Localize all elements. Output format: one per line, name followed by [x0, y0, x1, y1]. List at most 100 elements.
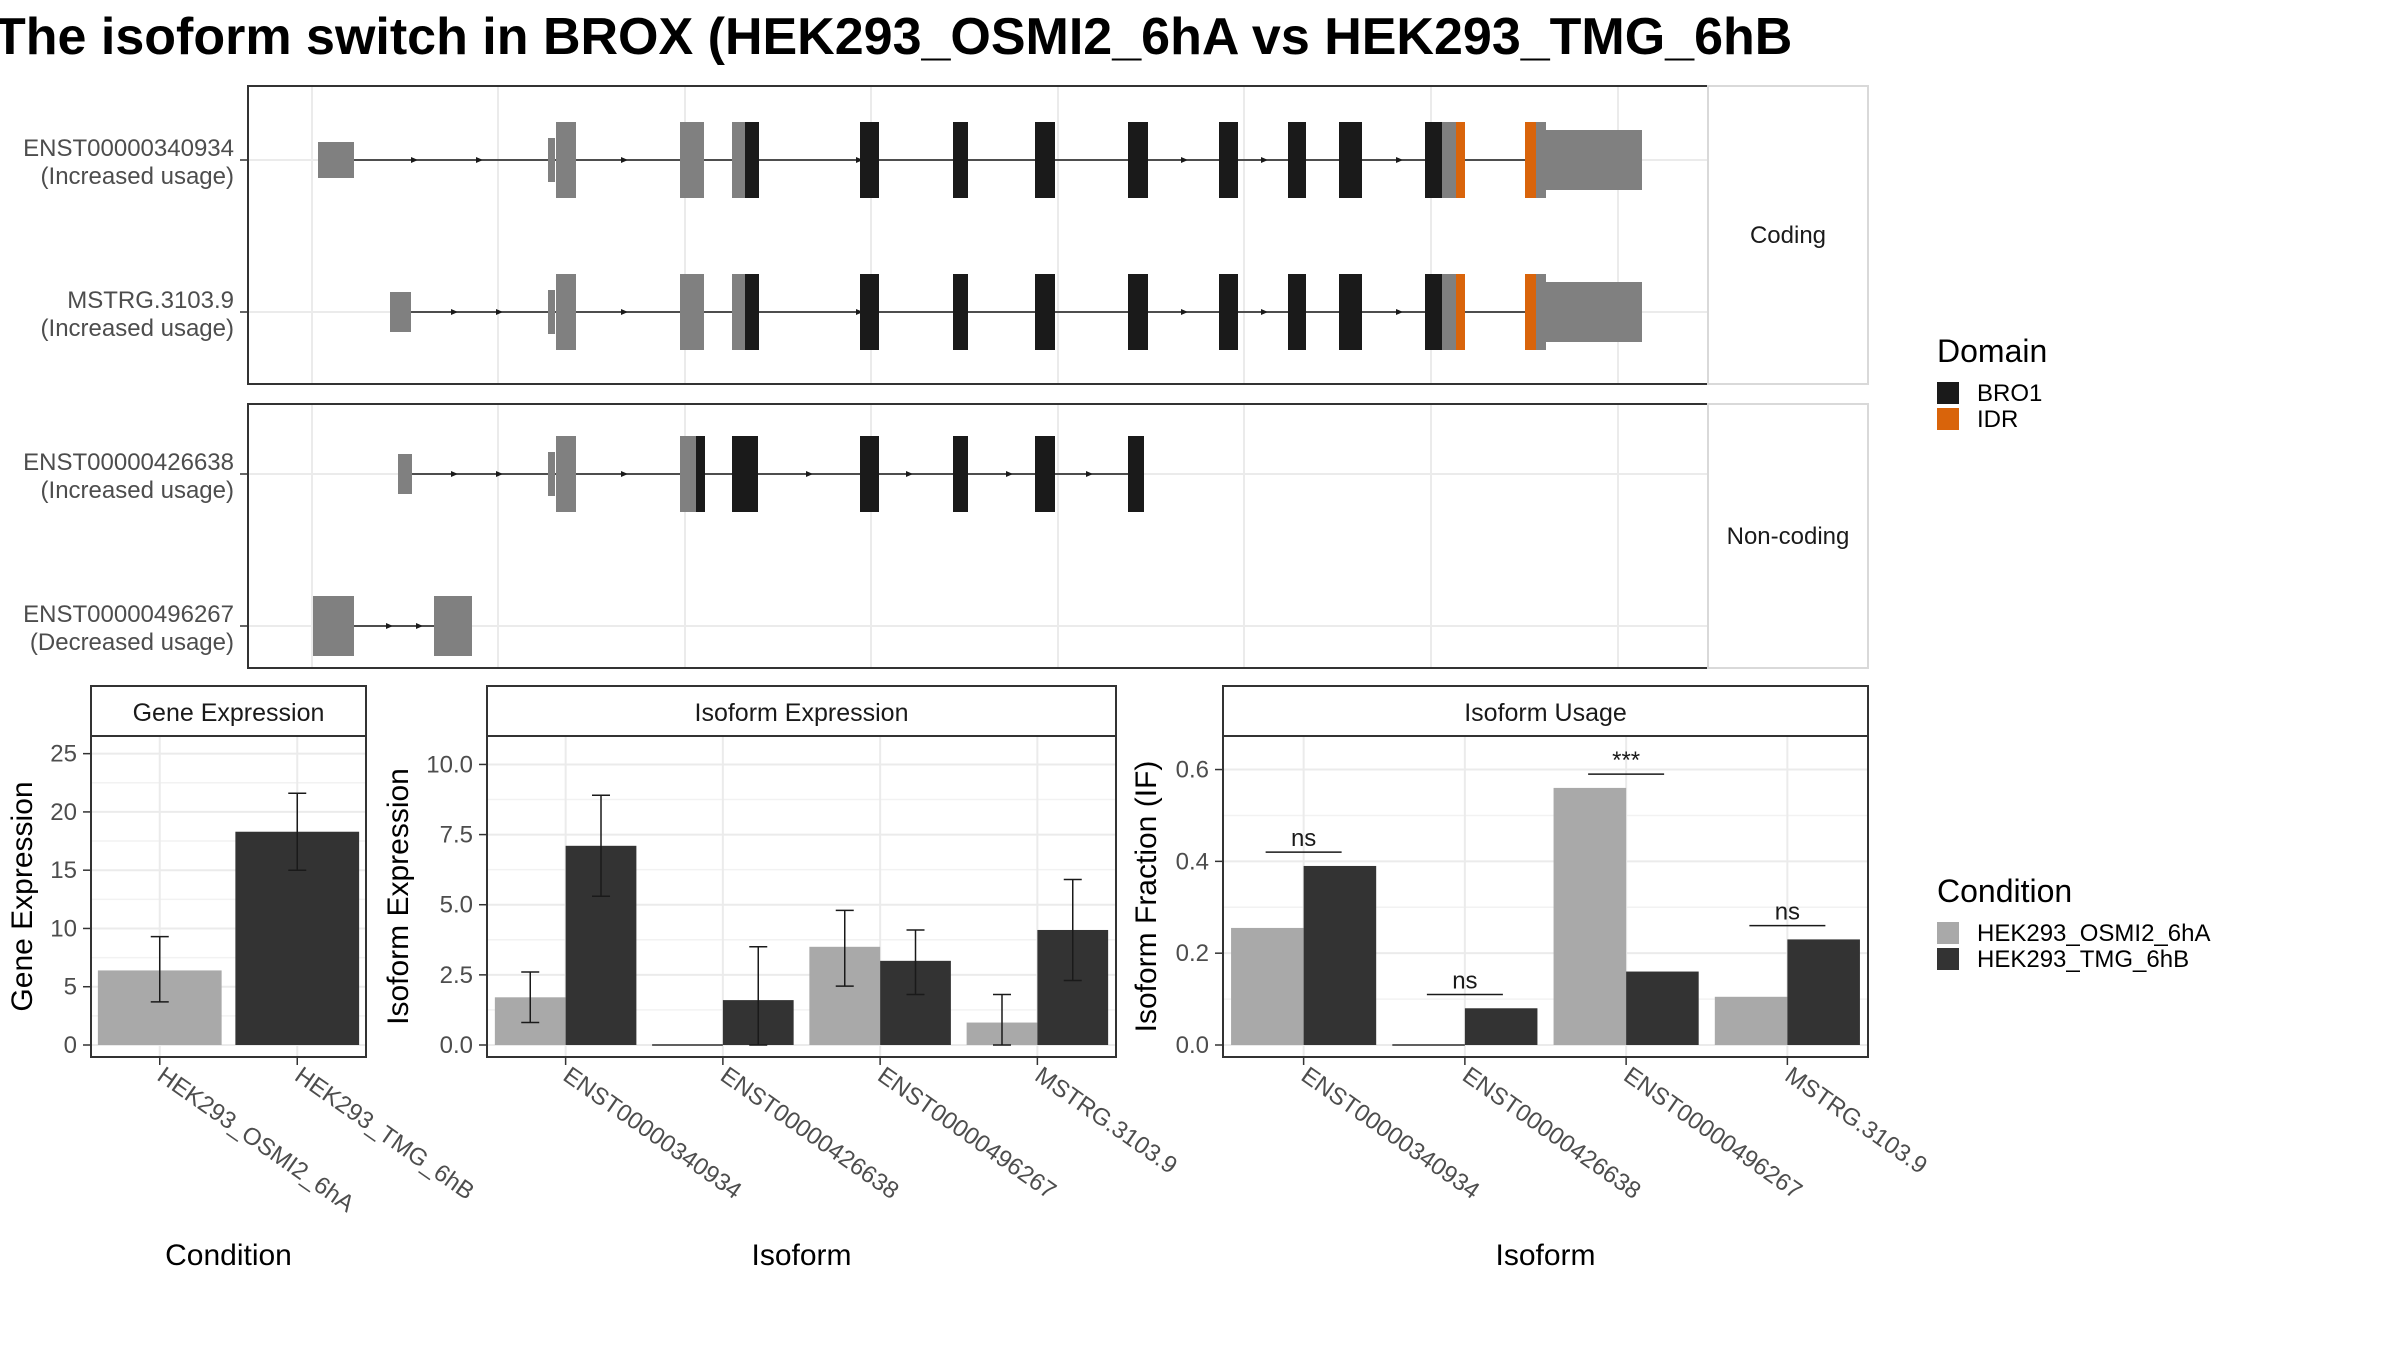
exon-block: [1442, 122, 1456, 198]
gene-expression-ytick-label: 15: [50, 857, 77, 884]
bro1-domain-exon: [860, 274, 879, 350]
bro1-domain-exon: [1425, 122, 1442, 198]
isoform-usage-bar: [1231, 927, 1304, 1045]
transcript-usage-label: (Increased usage): [41, 315, 234, 342]
isoform-usage-ytick-label: 0.4: [1176, 848, 1209, 875]
isoform-usage-ytick-label: 0.6: [1176, 757, 1209, 784]
exon-block: [390, 292, 411, 332]
gene-expression-strip: [90, 685, 367, 737]
strand-arrow: [621, 157, 628, 163]
exon-block: [398, 454, 412, 494]
exon-block: [313, 596, 354, 656]
isoform-usage-ytick-label: 0.0: [1176, 1032, 1209, 1059]
strand-arrow: [451, 309, 458, 315]
strand-arrow: [411, 157, 418, 163]
isoform-expression-ytick-label: 0.0: [440, 1032, 473, 1059]
gene-expression-ytick-label: 10: [50, 915, 77, 942]
bro1-domain-exon: [1339, 122, 1362, 198]
bro1-domain-exon: [1219, 274, 1238, 350]
condition-legend-key: [1937, 922, 1959, 944]
isoform-expression-xlabel: Isoform: [751, 1239, 851, 1272]
bro1-domain-exon: [1339, 274, 1362, 350]
isoform-usage-bar: [1464, 1008, 1538, 1045]
strand-arrow: [386, 623, 393, 629]
gene-expression-ytick-label: 5: [64, 974, 77, 1001]
isoform-expression-title: Isoform Expression: [695, 699, 909, 727]
facet-strip: [1707, 403, 1869, 669]
bro1-domain-exon: [1288, 274, 1306, 350]
isoform-usage-bar: [1626, 971, 1699, 1045]
transcript-label: ENST00000340934: [23, 135, 234, 162]
gene-expression-ylabel: Gene Expression: [6, 781, 39, 1011]
strand-arrow: [1396, 309, 1403, 315]
domain-legend-label: BRO1: [1977, 380, 2042, 407]
exon-block: [1536, 122, 1546, 198]
bro1-domain-exon: [1035, 436, 1055, 512]
strand-arrow: [621, 309, 628, 315]
isoform-usage-xtick-label: ENST00000340934: [1296, 1062, 1484, 1205]
exon-block: [556, 274, 576, 350]
structure-panel-bg: [248, 86, 1708, 384]
isoform-usage-bar: [1303, 865, 1377, 1045]
bro1-domain-exon: [953, 436, 968, 512]
exon-block: [318, 142, 354, 178]
isoform-usage-significance-label: ns: [1452, 968, 1477, 995]
strand-arrow: [1006, 471, 1013, 477]
bro1-domain-exon: [1035, 122, 1055, 198]
strand-arrow: [476, 157, 483, 163]
exon-block: [548, 138, 555, 182]
strand-arrow: [496, 309, 503, 315]
bro1-domain-exon: [745, 122, 759, 198]
isoform-usage-panel-border: [1222, 735, 1869, 1058]
isoform-expression-ytick-label: 10.0: [426, 751, 473, 778]
strand-arrow: [451, 471, 458, 477]
gene-expression-ytick-label: 25: [50, 741, 77, 768]
bro1-domain-exon: [1128, 122, 1148, 198]
domain-legend-title: Domain: [1937, 333, 2047, 369]
idr-domain-exon: [1525, 274, 1536, 350]
bro1-domain-exon: [953, 122, 968, 198]
bro1-domain-exon: [732, 436, 758, 512]
isoform-expression-ylabel: Isoform Expression: [382, 768, 415, 1025]
bro1-domain-exon: [1219, 122, 1238, 198]
bro1-domain-exon: [1128, 274, 1148, 350]
isoform-usage-ytick-label: 0.2: [1176, 940, 1209, 967]
isoform-usage-xlabel: Isoform: [1495, 1239, 1595, 1272]
gene-expression-ytick-label: 20: [50, 799, 77, 826]
bro1-domain-exon: [1425, 274, 1442, 350]
bro1-domain-exon: [860, 436, 879, 512]
isoform-usage-strip: [1222, 685, 1869, 737]
gene-expression-panel-border: [90, 735, 367, 1058]
transcript-usage-label: (Decreased usage): [30, 629, 234, 656]
transcript-usage-label: (Increased usage): [41, 163, 234, 190]
exon-block: [548, 452, 555, 496]
isoform-usage-bar: [1553, 787, 1627, 1045]
strand-arrow: [1086, 471, 1093, 477]
facet-strip-label: Coding: [1750, 222, 1826, 249]
strand-arrow: [416, 623, 423, 629]
strand-arrow: [856, 157, 863, 163]
isoform-expression-ytick-label: 2.5: [440, 962, 473, 989]
isoform-usage-significance-label: ns: [1291, 825, 1316, 852]
condition-legend-label: HEK293_OSMI2_6hA: [1977, 920, 2210, 947]
strand-arrow: [496, 471, 503, 477]
strand-arrow: [1261, 309, 1268, 315]
exon-block: [548, 290, 555, 334]
transcript-label: ENST00000496267: [23, 601, 234, 628]
condition-legend-label: HEK293_TMG_6hB: [1977, 946, 2189, 973]
bro1-domain-exon: [696, 436, 705, 512]
isoform-usage-xtick-label: MSTRG.3103.9: [1780, 1062, 1932, 1180]
isoform-usage-xtick-label: ENST00000426638: [1457, 1062, 1645, 1205]
exon-block: [1536, 274, 1546, 350]
bro1-domain-exon: [860, 122, 879, 198]
transcript-label: MSTRG.3103.9: [67, 287, 234, 314]
bro1-domain-exon: [1035, 274, 1055, 350]
transcript-label: ENST00000426638: [23, 449, 234, 476]
isoform-usage-bar: [1714, 996, 1788, 1045]
strand-arrow: [1396, 157, 1403, 163]
bro1-domain-exon: [745, 274, 759, 350]
structure-panel-bg: [248, 404, 1708, 668]
idr-domain-exon: [1525, 122, 1536, 198]
isoform-expression-xtick-label: MSTRG.3103.9: [1030, 1062, 1182, 1180]
